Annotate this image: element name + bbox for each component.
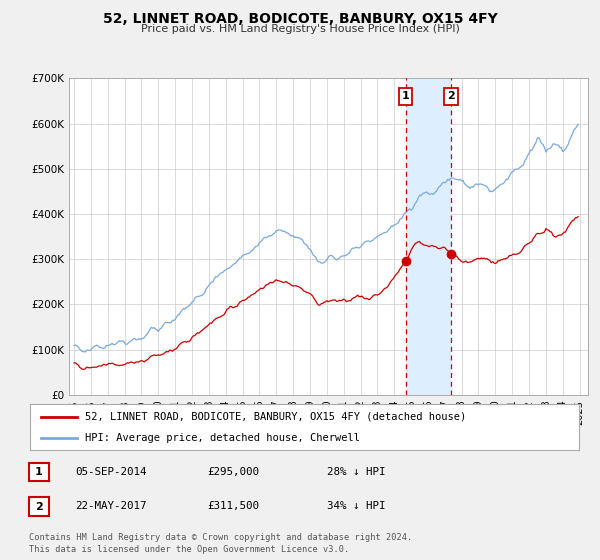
Text: 52, LINNET ROAD, BODICOTE, BANBURY, OX15 4FY: 52, LINNET ROAD, BODICOTE, BANBURY, OX15… (103, 12, 497, 26)
Text: 05-SEP-2014: 05-SEP-2014 (75, 466, 146, 477)
Text: Contains HM Land Registry data © Crown copyright and database right 2024.: Contains HM Land Registry data © Crown c… (29, 533, 412, 542)
Text: This data is licensed under the Open Government Licence v3.0.: This data is licensed under the Open Gov… (29, 545, 349, 554)
Text: 1: 1 (35, 467, 43, 477)
Text: 52, LINNET ROAD, BODICOTE, BANBURY, OX15 4FY (detached house): 52, LINNET ROAD, BODICOTE, BANBURY, OX15… (85, 412, 466, 422)
Text: 1: 1 (401, 91, 409, 101)
Text: Price paid vs. HM Land Registry's House Price Index (HPI): Price paid vs. HM Land Registry's House … (140, 24, 460, 34)
Text: 34% ↓ HPI: 34% ↓ HPI (327, 501, 386, 511)
Text: 2: 2 (35, 502, 43, 511)
Text: 2: 2 (447, 91, 455, 101)
Text: £311,500: £311,500 (207, 501, 259, 511)
Bar (406, 78, 451, 395)
Text: 22-MAY-2017: 22-MAY-2017 (75, 501, 146, 511)
Text: 28% ↓ HPI: 28% ↓ HPI (327, 466, 386, 477)
Text: £295,000: £295,000 (207, 466, 259, 477)
Text: HPI: Average price, detached house, Cherwell: HPI: Average price, detached house, Cher… (85, 433, 360, 443)
